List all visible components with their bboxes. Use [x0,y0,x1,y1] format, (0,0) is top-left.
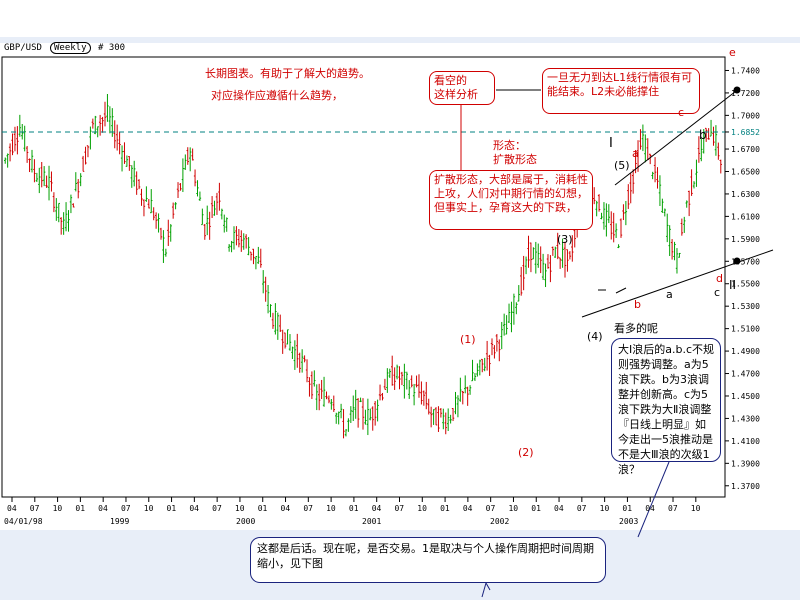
month-tick-label: 07 [212,504,222,513]
month-tick-label: 04 [645,504,655,513]
wave-d-label: d [716,272,723,285]
month-tick-label: 01 [75,504,85,513]
l1-note-box: 一旦无力到达L1线行情很有可能结束。L2未必能撑住 [542,68,700,114]
price-tick-label: 1.7200 [731,89,760,98]
symbol-label: GBP/USD [4,43,42,53]
date-axis: 04 07 10 01 04 07 10 01 04 07 10 01 04 07 10 01 04 07 10 01… [4,497,701,526]
wave-c-low-label: c [714,286,721,299]
month-tick-label: 04 [281,504,291,513]
wave-e-label: e [729,46,736,59]
title-note-1: 长期图表。有助于了解大的趋势。 [205,67,370,80]
title-note-2: 对应操作应遵循什么趋势， [211,89,343,102]
month-tick-label: 10 [508,504,518,513]
month-tick-label: 04 [189,504,199,513]
price-tick-label: 1.5300 [731,302,760,311]
month-tick-label: 07 [577,504,587,513]
bottom-pointer [481,582,491,598]
year-label: 2003 [619,517,638,526]
month-tick-label: 07 [30,504,40,513]
month-tick-label: 01 [349,504,359,513]
price-tick-label: 1.5900 [731,235,760,244]
candles-layer [4,93,722,439]
month-tick-label: 01 [167,504,177,513]
month-tick-label: 01 [531,504,541,513]
price-tick-label: 1.7000 [731,111,760,120]
wave-1-label: (1) [460,333,476,346]
big-wave-2-label: II [729,278,737,292]
month-tick-label: 04 [7,504,17,513]
month-tick-label: 04 [554,504,564,513]
wave-c-top-label: c [678,106,685,119]
month-tick-label: 10 [691,504,701,513]
month-tick-label: 10 [600,504,610,513]
month-tick-label: 07 [486,504,496,513]
bottom-note-box: 这都是后话。现在呢，是否交易。1是取决与个人操作周期把时间周期缩小，见下图 [250,537,606,583]
wave-5-label: (5) [614,159,630,172]
month-tick-label: 07 [394,504,404,513]
trendline-l2 [581,249,774,318]
month-tick-label: 04 [372,504,382,513]
month-tick-label: 01 [440,504,450,513]
price-tick-label: 1.4100 [731,437,760,446]
month-tick-label: 10 [326,504,336,513]
trendline-l2-end-dot [733,257,741,265]
month-tick-label: 07 [121,504,131,513]
wave-3-label: (3) [557,233,573,246]
wave-a-top-label: a [632,147,639,160]
price-tick-label: 1.6500 [731,167,760,176]
wave-b-mid-label: b [699,128,707,142]
year-label: 1999 [110,517,129,526]
year-label: 2001 [362,517,381,526]
month-tick-label: 10 [417,504,427,513]
price-axis: 1.7400 1.7200 1.7000 1.6852 1.6700 1.6500 1.63… [725,66,760,491]
price-tick-label: 1.3900 [731,459,760,468]
month-tick-label: 01 [258,504,268,513]
price-tick-label: 1.4300 [731,414,760,423]
wave-b-low-label: b [634,298,641,311]
price-tick-label: 1.3700 [731,482,760,491]
month-tick-label: 10 [144,504,154,513]
period-tab[interactable]: Weekly [50,42,91,54]
month-tick-label: 01 [622,504,632,513]
price-tick-label: 1.6852 [731,128,760,137]
wave-4-label: (4) [587,330,603,343]
price-tick-label: 1.7400 [731,66,760,75]
year-label: 2002 [490,517,509,526]
overlays-layer [2,86,774,598]
bearish-note-box: 看空的 这样分析 [429,71,495,105]
month-tick-label: 07 [303,504,313,513]
bullish-title: 看多的呢 [614,322,658,335]
price-tick-label: 1.6300 [731,190,760,199]
month-tick-label: 07 [668,504,678,513]
bullish-note-box: 大Ⅰ浪后的a.b.c不规则强势调整。a为5浪下跌。b为3浪调整并创新高。c为5浪… [611,338,721,476]
trendline-l1 [614,87,741,186]
price-tick-label: 1.6700 [731,145,760,154]
wave-a-low-label: a [666,288,673,301]
big-wave-1-label: I [609,136,613,151]
price-tick-label: 1.6100 [731,212,760,221]
price-tick-label: 1.4900 [731,347,760,356]
month-tick-label: 10 [53,504,63,513]
bullish-pointer [637,461,670,538]
year-label: 04/01/98 [4,517,43,526]
price-tick-label: 1.5700 [731,257,760,266]
pattern-label: 形态： 扩散形态 [493,139,537,166]
wave-marker [615,287,627,294]
price-tick-label: 1.5500 [731,280,760,289]
price-tick-label: 1.4700 [731,370,760,379]
month-tick-label: 10 [235,504,245,513]
wave-2-label: (2) [518,446,534,459]
price-tick-label: 1.4500 [731,392,760,401]
year-label: 2000 [236,517,255,526]
pattern-note-box: 扩散形态，大部是属于，消耗性上攻，人们对中期行情的幻想，但事实上，孕育这大的下跌… [429,170,593,230]
bar-count: # 300 [98,43,126,53]
month-tick-label: 04 [98,504,108,513]
month-tick-label: 04 [463,504,473,513]
trendline-l1-end-dot [733,86,741,94]
price-tick-label: 1.5100 [731,325,760,334]
